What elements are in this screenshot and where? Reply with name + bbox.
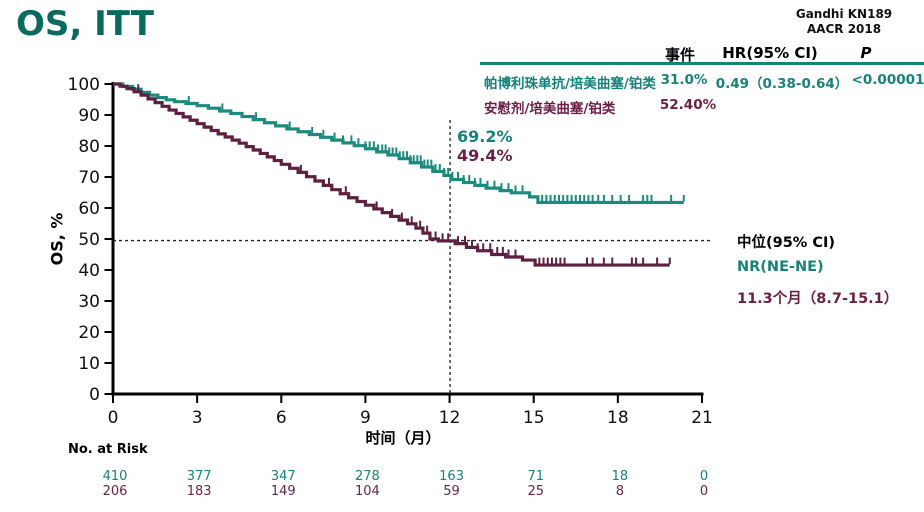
landmark-rate-placebo: 49.4% [457, 146, 513, 165]
risk-value-pembrolizumab-arm: 163 [439, 469, 464, 484]
km-curve-pembro [113, 82, 684, 205]
table-header-p: P [860, 44, 872, 62]
risk-value-placebo-arm: 25 [527, 483, 544, 499]
y-tick-label: 80 [78, 137, 100, 157]
x-axis-title: 时间（月） [365, 429, 441, 447]
y-tick-label: 20 [78, 323, 100, 343]
risk-value-placebo-arm: 206 [102, 483, 128, 499]
risk-value-placebo-arm: 0 [699, 483, 709, 499]
y-tick-label: 90 [78, 106, 100, 126]
risk-value-pembrolizumab-arm: 18 [611, 469, 629, 484]
row-pembro-hr: 0.49（0.38-0.64） [715, 76, 849, 92]
table-header-hr: HR(95% CI) [722, 44, 818, 62]
y-tick-label: 100 [68, 75, 100, 95]
row-pembro-events: 31.0% [660, 72, 708, 88]
x-tick-label: 6 [276, 408, 287, 428]
risk-value-placebo-arm: 183 [186, 483, 212, 499]
risk-value-placebo-arm: 104 [355, 483, 380, 499]
x-tick-label: 3 [192, 408, 203, 428]
source-citation: Gandhi KN189 AACR 2018 [779, 7, 909, 37]
x-tick-label: 18 [607, 408, 629, 428]
risk-value-placebo-arm: 59 [443, 483, 460, 499]
table-rule [480, 62, 924, 65]
y-axis-title: OS, % [47, 212, 67, 266]
risk-value-pembrolizumab-arm: 278 [355, 469, 380, 484]
risk-value-pembrolizumab-arm: 71 [527, 469, 544, 484]
source-line-2: AACR 2018 [806, 22, 882, 36]
x-tick-label: 0 [108, 408, 119, 428]
source-line-1: Gandhi KN189 [795, 7, 893, 21]
risk-value-placebo-arm: 149 [270, 483, 296, 499]
median-pembro: NR(NE-NE) [737, 259, 824, 275]
y-tick-label: 60 [78, 199, 100, 219]
table-header-events: 事件 [664, 46, 696, 64]
y-tick-label: 50 [78, 230, 100, 250]
x-tick-label: 21 [691, 408, 713, 428]
x-tick-label: 15 [523, 408, 545, 428]
risk-table-label: No. at Risk [68, 442, 148, 457]
page-title: OS, ITT [16, 4, 154, 44]
median-placebo: 11.3个月（8.7-15.1） [737, 291, 899, 307]
risk-value-placebo-arm: 8 [615, 483, 624, 499]
row-pembro-p: <0.00001 [851, 72, 924, 88]
risk-value-pembrolizumab-arm: 347 [270, 469, 296, 484]
risk-value-pembrolizumab-arm: 0 [699, 469, 709, 484]
y-tick-label: 30 [78, 292, 100, 312]
row-placebo-events: 52.40% [659, 97, 717, 113]
y-tick-label: 70 [78, 168, 100, 188]
row-pembro-label: 帕博利珠单抗/培美曲塞/铂类 [484, 76, 656, 92]
row-placebo-label: 安慰剂/培美曲塞/铂类 [484, 101, 616, 117]
risk-value-pembrolizumab-arm: 377 [186, 469, 212, 484]
x-tick-label: 12 [439, 408, 461, 428]
median-header: 中位(95% CI) [737, 235, 836, 251]
y-tick-label: 0 [89, 385, 100, 405]
y-tick-label: 40 [78, 261, 100, 281]
landmark-rate-pembro: 69.2% [457, 127, 513, 146]
x-tick-label: 9 [360, 408, 371, 428]
km-curve-placebo [113, 82, 670, 267]
y-tick-label: 10 [78, 354, 100, 374]
risk-value-pembrolizumab-arm: 410 [102, 469, 128, 484]
